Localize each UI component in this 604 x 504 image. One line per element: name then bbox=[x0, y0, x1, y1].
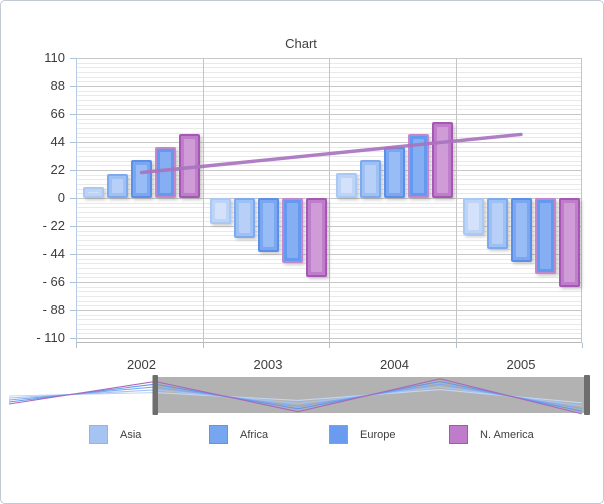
bar-highlight bbox=[136, 164, 147, 193]
bar--unlabeled--2002[interactable] bbox=[83, 186, 104, 198]
y-axis-label: 66 bbox=[50, 106, 65, 121]
v-gridline bbox=[329, 58, 330, 342]
y-axis-label: 22 bbox=[50, 162, 65, 177]
v-gridline bbox=[202, 58, 204, 342]
bar-asia-2003[interactable] bbox=[233, 198, 255, 238]
legend-item-europe[interactable]: Europe bbox=[329, 425, 449, 444]
bar-highlight bbox=[112, 178, 123, 193]
bar-highlight bbox=[262, 203, 274, 247]
bar-highlight bbox=[88, 191, 99, 193]
bar-highlight bbox=[341, 177, 352, 193]
bar-highlight bbox=[160, 152, 171, 193]
y-axis-tick bbox=[70, 310, 76, 311]
bar-highlight bbox=[389, 152, 400, 193]
plot-area bbox=[76, 58, 582, 343]
x-axis-tick bbox=[329, 343, 330, 348]
legend-label: Europe bbox=[360, 428, 396, 441]
bar-africa-2005[interactable] bbox=[510, 198, 532, 262]
navigator-series-line bbox=[8, 389, 583, 404]
navigator-series-line bbox=[8, 386, 583, 407]
bar-highlight bbox=[310, 203, 322, 272]
legend-swatch bbox=[89, 425, 108, 444]
y-axis-label: 110 bbox=[44, 50, 65, 65]
bar-highlight bbox=[563, 203, 575, 283]
legend-swatch bbox=[449, 425, 468, 444]
y-axis-tick bbox=[70, 142, 76, 143]
y-axis-label: - 44 bbox=[42, 246, 65, 261]
y-axis-tick bbox=[70, 282, 76, 283]
bar-n-america-2005[interactable] bbox=[558, 198, 580, 288]
x-axis-tick bbox=[202, 343, 204, 348]
bar-highlight bbox=[238, 203, 250, 233]
y-axis-line bbox=[76, 58, 77, 342]
bar-highlight bbox=[515, 203, 527, 257]
bar-africa-2003[interactable] bbox=[257, 198, 279, 252]
y-axis-tick bbox=[70, 114, 76, 115]
bar-highlight bbox=[214, 203, 226, 219]
bar-europe-2003[interactable] bbox=[281, 198, 303, 263]
legend-swatch bbox=[209, 425, 228, 444]
bar-highlight bbox=[286, 203, 298, 258]
bar-highlight bbox=[467, 203, 479, 230]
legend-label: N. America bbox=[480, 428, 534, 441]
y-axis-label: - 88 bbox=[42, 302, 65, 317]
y-axis-tick bbox=[70, 338, 76, 339]
x-axis-label: 2003 bbox=[253, 357, 283, 372]
navigator-left-handle[interactable] bbox=[152, 375, 159, 415]
bar--unlabeled--2005[interactable] bbox=[462, 198, 484, 235]
bar--unlabeled--2004[interactable] bbox=[336, 172, 357, 198]
x-axis-label: 2002 bbox=[127, 357, 156, 372]
x-axis-line bbox=[76, 342, 582, 343]
bar-asia-2002[interactable] bbox=[107, 173, 128, 198]
x-axis-label: 2004 bbox=[380, 357, 409, 372]
bar-africa-2002[interactable] bbox=[131, 159, 152, 198]
y-axis-label: 88 bbox=[50, 78, 65, 93]
bar-highlight bbox=[413, 139, 424, 193]
y-axis-tick bbox=[70, 58, 76, 59]
y-axis-label: 0 bbox=[57, 190, 65, 205]
legend-swatch bbox=[329, 425, 348, 444]
trend-line[interactable] bbox=[139, 132, 523, 175]
y-axis-tick bbox=[70, 254, 76, 255]
bar-europe-2004[interactable] bbox=[408, 134, 429, 198]
x-axis-tick bbox=[76, 343, 77, 348]
y-axis-label: 44 bbox=[50, 134, 65, 149]
bar-highlight bbox=[491, 203, 503, 244]
navigator-right-handle[interactable] bbox=[584, 375, 590, 415]
y-axis-tick bbox=[70, 86, 76, 87]
bar-asia-2004[interactable] bbox=[360, 159, 381, 198]
y-axis-label: - 22 bbox=[42, 218, 65, 233]
legend: Asia Africa Europe N. America bbox=[89, 425, 569, 444]
range-navigator[interactable] bbox=[3, 374, 603, 416]
x-axis-label: 2005 bbox=[506, 357, 536, 372]
navigator-series-line bbox=[8, 378, 583, 415]
v-gridline bbox=[581, 58, 582, 342]
v-gridline bbox=[455, 58, 457, 342]
y-axis-tick bbox=[70, 170, 76, 171]
bar-highlight bbox=[365, 164, 376, 193]
y-axis-label: - 110 bbox=[36, 330, 65, 345]
chart-title: Chart bbox=[285, 36, 317, 51]
legend-item-n-america[interactable]: N. America bbox=[449, 425, 569, 444]
navigator-series-line bbox=[8, 383, 583, 410]
y-axis-label: - 66 bbox=[42, 274, 65, 289]
legend-label: Asia bbox=[120, 428, 142, 441]
y-axis-tick bbox=[70, 198, 76, 199]
bar-europe-2002[interactable] bbox=[155, 147, 176, 198]
bar-highlight bbox=[437, 126, 448, 193]
trend-line-layer bbox=[139, 132, 523, 175]
legend-label: Africa bbox=[240, 428, 269, 441]
bar--unlabeled--2003[interactable] bbox=[209, 198, 231, 224]
bar-asia-2005[interactable] bbox=[486, 198, 508, 249]
x-axis-tick bbox=[582, 343, 583, 348]
bar-highlight bbox=[539, 203, 551, 270]
bar-n-america-2003[interactable] bbox=[305, 198, 327, 277]
navigator-series-line bbox=[8, 380, 583, 412]
legend-item-asia[interactable]: Asia bbox=[89, 425, 209, 444]
bar-europe-2005[interactable] bbox=[534, 198, 556, 275]
y-axis-tick bbox=[70, 226, 76, 227]
x-axis-tick bbox=[455, 343, 457, 348]
legend-item-africa[interactable]: Africa bbox=[209, 425, 329, 444]
